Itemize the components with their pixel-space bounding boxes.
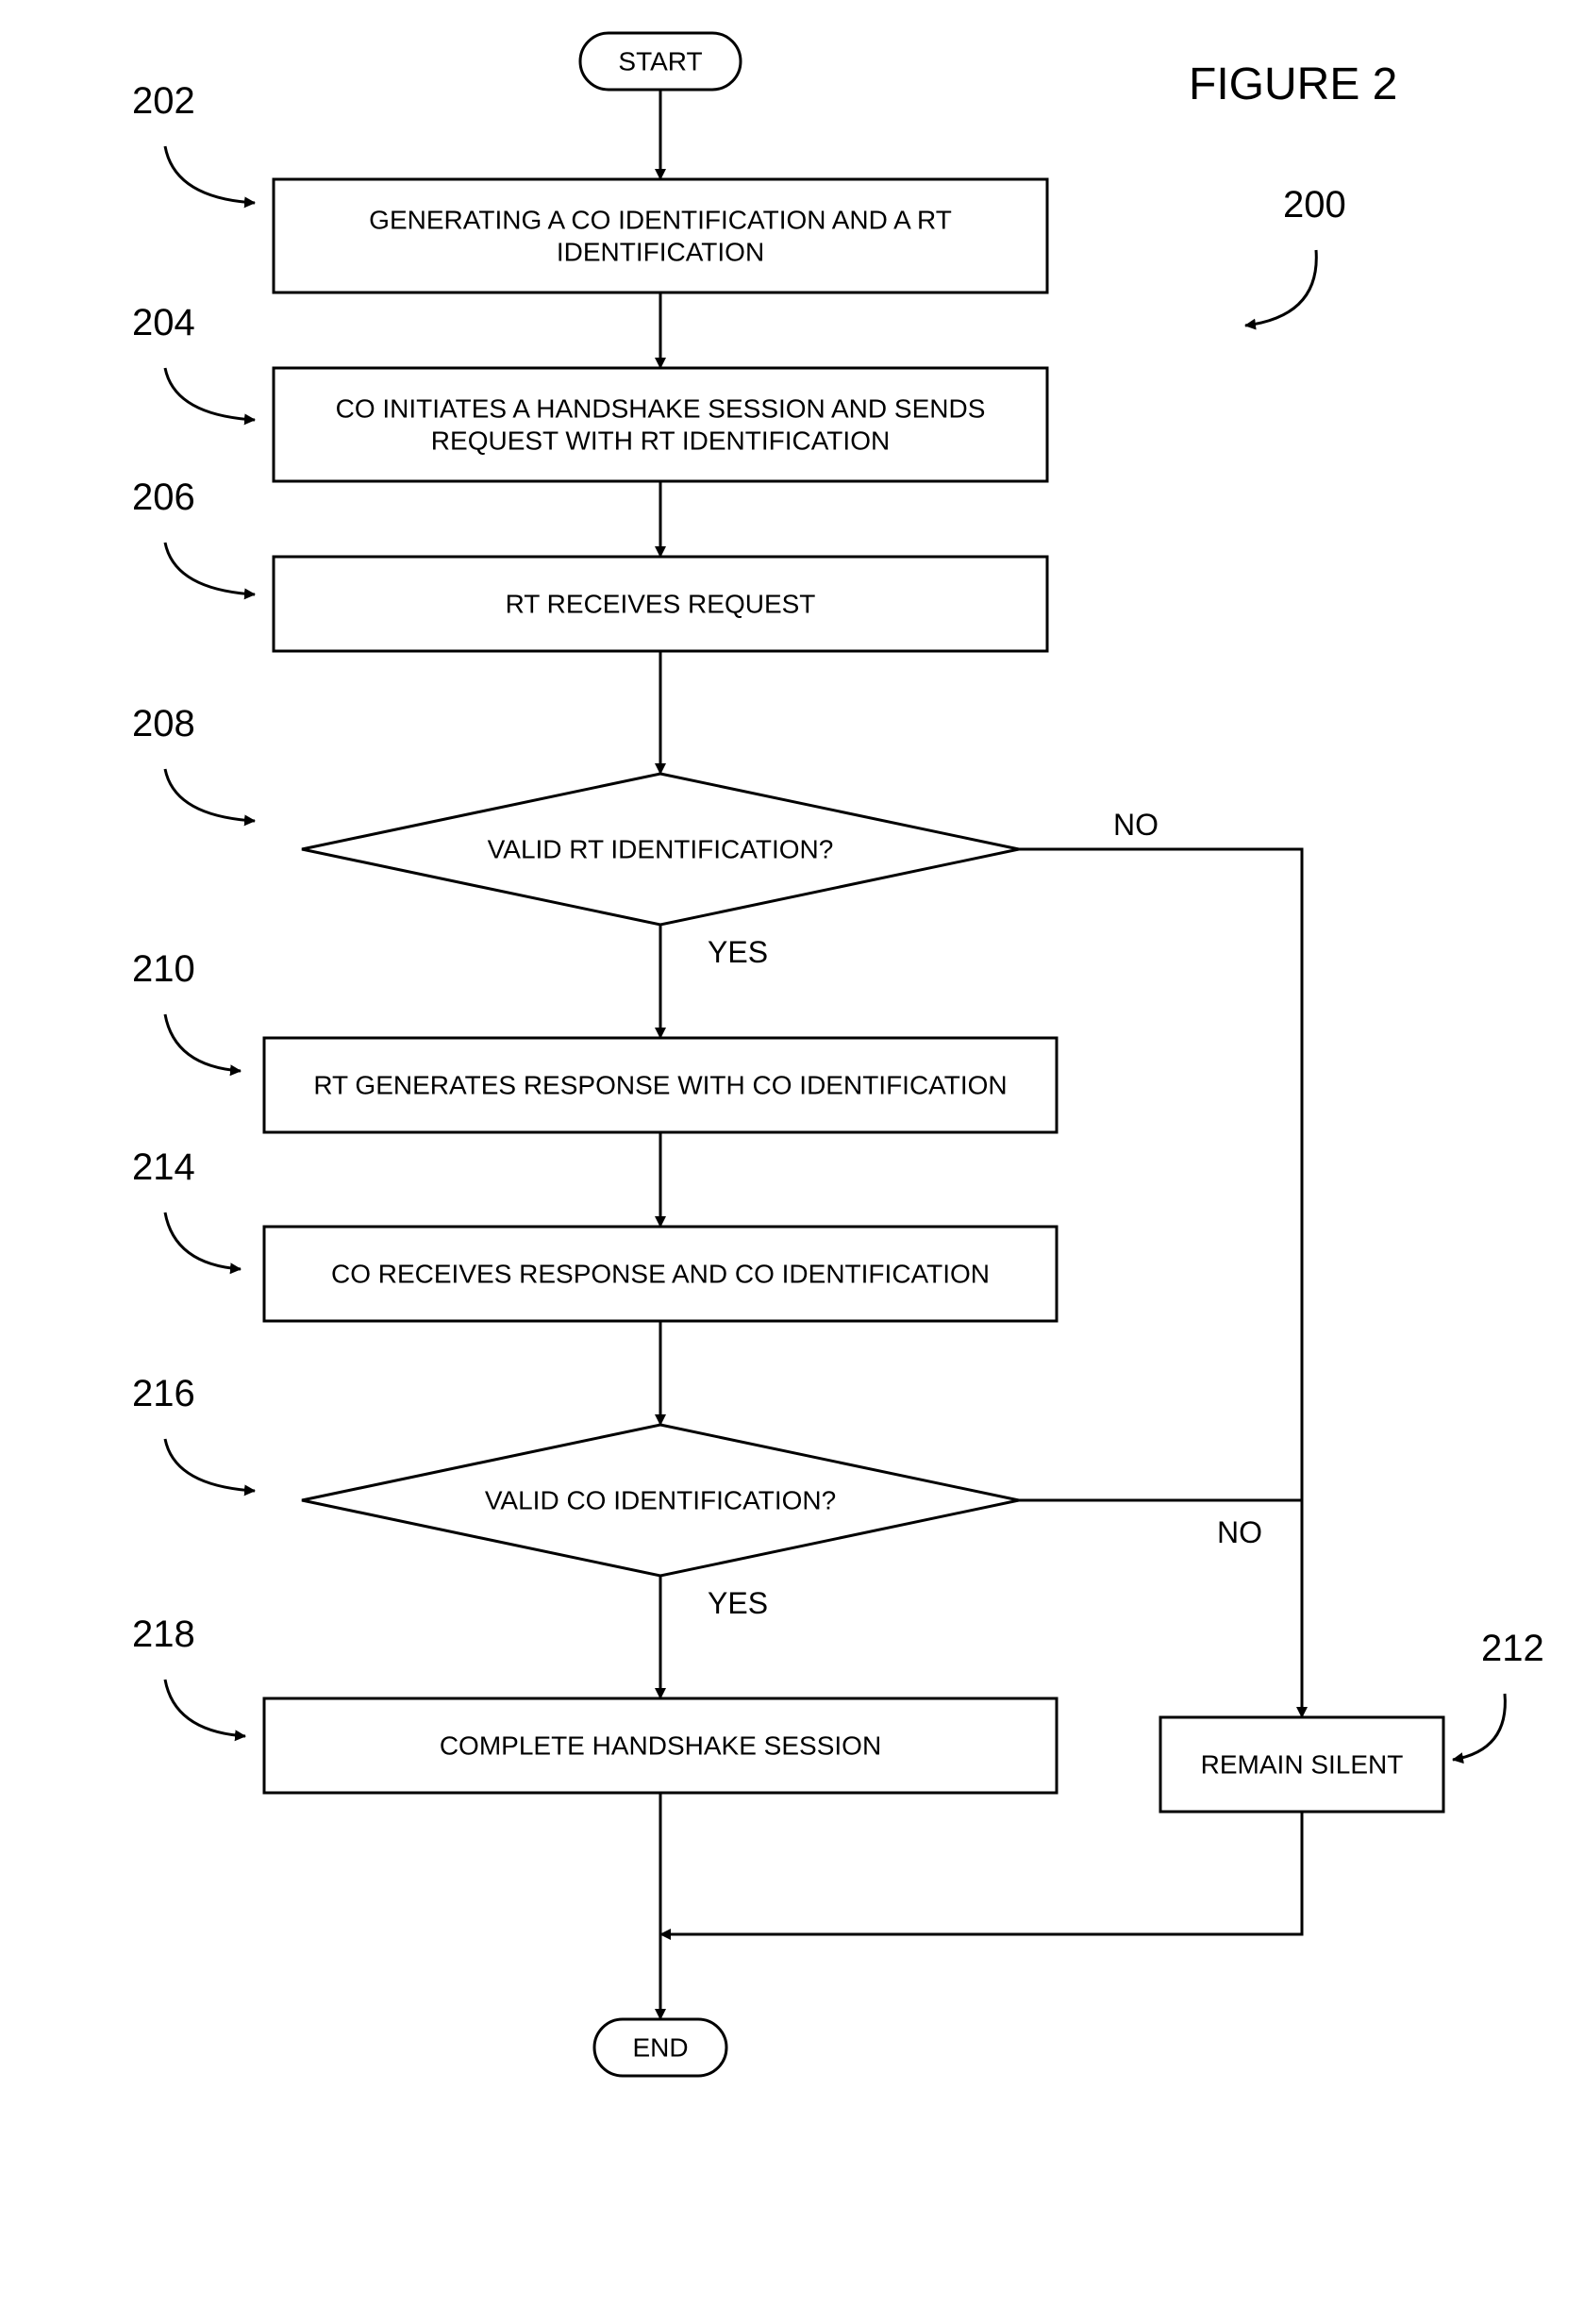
ref-212: 212	[1481, 1628, 1544, 1669]
edge-label: YES	[708, 1586, 768, 1620]
node-n202: GENERATING A CO IDENTIFICATION AND A RT I…	[274, 179, 1047, 293]
node-n204: CO INITIATES A HANDSHAKE SESSION AND SEN…	[274, 368, 1047, 481]
ref-pointer	[1453, 1694, 1505, 1760]
flowchart-diagram: YES NO YES NO START GENERATING A CO IDENTIFI…	[0, 0, 1584, 2324]
node-end: END	[594, 2019, 726, 2076]
node-label-line: IDENTIFICATION	[557, 237, 764, 266]
node-n208: VALID RT IDENTIFICATION?	[302, 774, 1019, 925]
edge-label: NO	[1113, 808, 1159, 842]
node-label-line: VALID CO IDENTIFICATION?	[485, 1485, 836, 1514]
ref-pointer	[1245, 250, 1316, 326]
node-label: END	[632, 2032, 688, 2062]
node-label-line: COMPLETE HANDSHAKE SESSION	[440, 1730, 881, 1760]
figure-title: FIGURE 2	[1189, 59, 1397, 109]
node-n214: CO RECEIVES RESPONSE AND CO IDENTIFICATI…	[264, 1227, 1057, 1321]
node-label-line: REQUEST WITH RT IDENTIFICATION	[431, 426, 890, 455]
node-n206: RT RECEIVES REQUEST	[274, 557, 1047, 651]
node-n212: REMAIN SILENT	[1160, 1717, 1443, 1812]
edge-label: YES	[708, 935, 768, 969]
edge	[660, 1812, 1302, 1934]
ref-pointer	[165, 1212, 241, 1269]
ref-pointer	[165, 543, 255, 594]
node-label-line: CO RECEIVES RESPONSE AND CO IDENTIFICATI…	[331, 1259, 990, 1288]
edge-label: NO	[1217, 1515, 1262, 1549]
node-start: START	[580, 33, 741, 90]
node-label-line: VALID RT IDENTIFICATION?	[488, 834, 834, 863]
ref-218: 218	[132, 1613, 195, 1655]
node-label-line: CO INITIATES A HANDSHAKE SESSION AND SEN…	[336, 393, 986, 423]
ref-pointer	[165, 368, 255, 420]
ref-pointer	[165, 1439, 255, 1491]
ref-200: 200	[1283, 184, 1346, 226]
node-label: START	[618, 46, 702, 75]
ref-pointer	[165, 769, 255, 821]
edge	[1019, 849, 1302, 1717]
node-label-line: RT RECEIVES REQUEST	[506, 589, 816, 618]
ref-pointer	[165, 146, 255, 203]
ref-pointer	[165, 1014, 241, 1071]
node-n218: COMPLETE HANDSHAKE SESSION	[264, 1698, 1057, 1793]
node-n210: RT GENERATES RESPONSE WITH CO IDENTIFICA…	[264, 1038, 1057, 1132]
ref-pointer	[165, 1680, 245, 1736]
node-n216: VALID CO IDENTIFICATION?	[302, 1425, 1019, 1576]
ref-202: 202	[132, 80, 195, 122]
ref-206: 206	[132, 477, 195, 518]
ref-216: 216	[132, 1373, 195, 1414]
ref-210: 210	[132, 948, 195, 990]
ref-208: 208	[132, 703, 195, 744]
node-label-line: REMAIN SILENT	[1201, 1749, 1404, 1779]
ref-204: 204	[132, 302, 195, 343]
ref-214: 214	[132, 1146, 195, 1188]
node-label-line: RT GENERATES RESPONSE WITH CO IDENTIFICA…	[313, 1070, 1007, 1099]
node-label-line: GENERATING A CO IDENTIFICATION AND A RT	[369, 205, 952, 234]
